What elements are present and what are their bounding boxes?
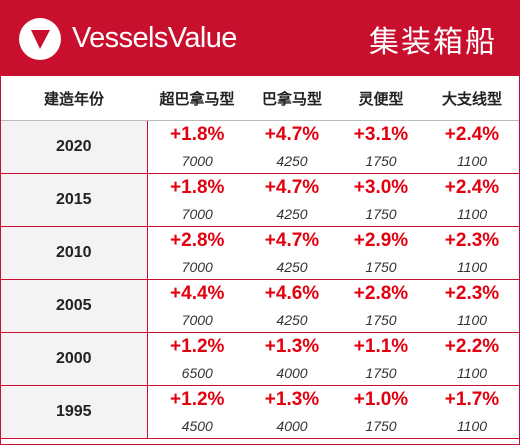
- vessel-size: 1100: [456, 365, 488, 381]
- vessel-size: 4500: [181, 418, 213, 434]
- percent-change: +3.1%: [353, 124, 409, 145]
- percent-change: +4.6%: [264, 283, 320, 304]
- build-year-cell: 1995: [1, 385, 148, 439]
- vessel-size: 1750: [365, 153, 397, 169]
- percent-change: +1.3%: [264, 336, 320, 357]
- value-cell: +1.0% 1750: [337, 385, 425, 439]
- percent-change: +1.2%: [170, 336, 225, 357]
- vessel-size: 4000: [276, 365, 308, 381]
- build-year-cell: 2000: [1, 332, 148, 386]
- vessel-size: 7000: [181, 206, 213, 222]
- build-year-cell: 2020: [1, 120, 148, 174]
- table-row: 2005 +4.4% 7000 +4.6% 4250 +2.8% 1750 +2.3% 1100: [1, 279, 519, 333]
- vessel-size: 7000: [181, 312, 213, 328]
- percent-change: +4.4%: [170, 283, 225, 304]
- value-cell: +2.2% 1100: [425, 332, 519, 386]
- percent-change: +1.2%: [170, 389, 225, 410]
- value-cell: +3.1% 1750: [337, 120, 425, 174]
- value-cell: +1.2% 4500: [147, 385, 247, 439]
- value-cell: +2.4% 1100: [425, 120, 519, 174]
- percent-change: +1.8%: [170, 177, 225, 198]
- vessel-size: 1100: [456, 312, 488, 328]
- value-cell: +2.8% 1750: [337, 279, 425, 333]
- percent-change: +2.3%: [444, 283, 500, 304]
- brand-name: VesselsValue: [72, 22, 237, 54]
- header-bar: VesselsValue 集装箱船: [1, 1, 519, 76]
- vessel-size: 1750: [365, 418, 397, 434]
- build-year-cell: 2010: [1, 226, 148, 280]
- vessel-size: 1100: [456, 153, 488, 169]
- value-cell: +2.3% 1100: [425, 226, 519, 280]
- vessel-size: 1100: [456, 206, 488, 222]
- vessel-size: 7000: [181, 259, 213, 275]
- vessel-size: 4250: [276, 206, 308, 222]
- value-cell: +2.8% 7000: [147, 226, 247, 280]
- vessel-size: 1750: [365, 312, 397, 328]
- column-header-feedermax: 大支线型: [425, 76, 519, 121]
- table-row: 2010 +2.8% 7000 +4.7% 4250 +2.9% 1750 +2.3% 1100: [1, 226, 519, 280]
- table-row: 2020 +1.8% 7000 +4.7% 4250 +3.1% 1750 +2.4% 1100: [1, 120, 519, 174]
- vessel-size: 4250: [276, 259, 308, 275]
- value-cell: +4.4% 7000: [147, 279, 247, 333]
- vesselsvalue-logo-icon: [19, 17, 61, 60]
- percent-change: +2.8%: [170, 230, 225, 251]
- page-title: 集装箱船: [369, 24, 497, 60]
- value-cell: +2.4% 1100: [425, 173, 519, 227]
- value-cell: +4.7% 4250: [247, 120, 337, 174]
- percent-change: +1.7%: [444, 389, 500, 410]
- percent-change: +2.2%: [444, 336, 500, 357]
- build-year-cell: 2015: [1, 173, 148, 227]
- percent-change: +4.7%: [264, 124, 320, 145]
- column-header-build-year: 建造年份: [1, 76, 147, 121]
- percent-change: +2.4%: [444, 124, 500, 145]
- vessel-size: 6500: [181, 365, 213, 381]
- build-year-cell: 2005: [1, 279, 148, 333]
- value-cell: +1.3% 4000: [247, 332, 337, 386]
- vessel-size: 7000: [181, 153, 213, 169]
- percent-change: +4.7%: [264, 177, 320, 198]
- value-cell: +4.7% 4250: [247, 226, 337, 280]
- value-cell: +1.7% 1100: [425, 385, 519, 439]
- table-row: 2000 +1.2% 6500 +1.3% 4000 +1.1% 1750 +2.2% 1100: [1, 332, 519, 386]
- value-change-table: 建造年份 超巴拿马型 巴拿马型 灵便型 大支线型 2020 +1.8% 7000 +4…: [1, 76, 519, 439]
- value-cell: +2.9% 1750: [337, 226, 425, 280]
- vessel-size: 1750: [365, 259, 397, 275]
- brand: VesselsValue: [19, 17, 237, 60]
- column-header-panamax: 巴拿马型: [247, 76, 337, 121]
- vessel-size: 1100: [456, 418, 488, 434]
- percent-change: +4.7%: [264, 230, 320, 251]
- vessel-size: 1750: [365, 365, 397, 381]
- vessel-size: 1100: [456, 259, 488, 275]
- value-cell: +1.3% 4000: [247, 385, 337, 439]
- value-cell: +2.3% 1100: [425, 279, 519, 333]
- percent-change: +2.3%: [444, 230, 500, 251]
- percent-change: +1.1%: [353, 336, 409, 357]
- value-cell: +4.7% 4250: [247, 173, 337, 227]
- value-cell: +3.0% 1750: [337, 173, 425, 227]
- vessel-size: 4250: [276, 153, 308, 169]
- vessel-size: 1750: [365, 206, 397, 222]
- value-cell: +4.6% 4250: [247, 279, 337, 333]
- percent-change: +1.8%: [170, 124, 225, 145]
- table-row: 1995 +1.2% 4500 +1.3% 4000 +1.0% 1750 +1.7% 1100: [1, 385, 519, 439]
- vessel-size: 4000: [276, 418, 308, 434]
- column-header-handy: 灵便型: [337, 76, 425, 121]
- percent-change: +1.3%: [264, 389, 320, 410]
- table-row: 2015 +1.8% 7000 +4.7% 4250 +3.0% 1750 +2.4% 1100: [1, 173, 519, 227]
- value-cell: +1.8% 7000: [147, 120, 247, 174]
- percent-change: +3.0%: [353, 177, 409, 198]
- percent-change: +2.4%: [444, 177, 500, 198]
- table-header-row: 建造年份 超巴拿马型 巴拿马型 灵便型 大支线型: [1, 76, 519, 121]
- value-cell: +1.1% 1750: [337, 332, 425, 386]
- percent-change: +1.0%: [353, 389, 409, 410]
- vessel-size: 4250: [276, 312, 308, 328]
- value-cell: +1.2% 6500: [147, 332, 247, 386]
- percent-change: +2.9%: [353, 230, 409, 251]
- percent-change: +2.8%: [353, 283, 409, 304]
- column-header-post-panamax: 超巴拿马型: [147, 76, 247, 121]
- value-cell: +1.8% 7000: [147, 173, 247, 227]
